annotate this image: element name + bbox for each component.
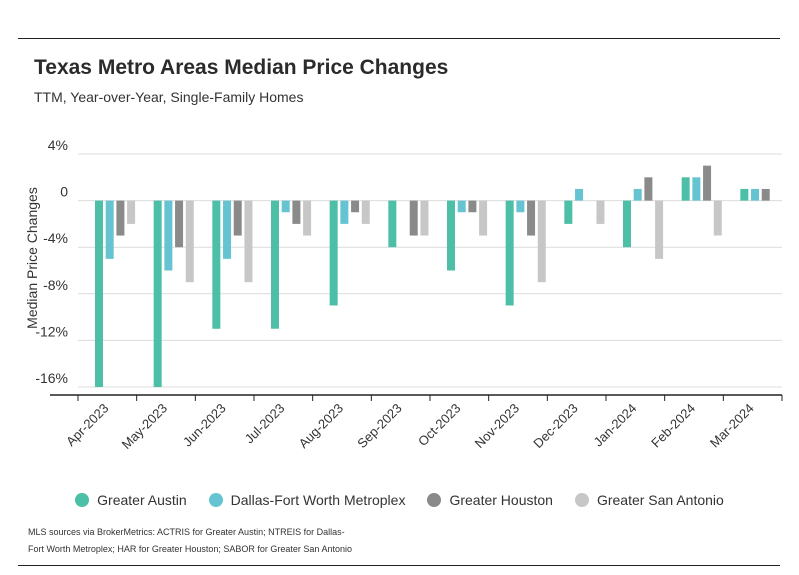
- bar: [740, 188, 749, 201]
- bar: [703, 165, 712, 201]
- bar: [655, 200, 664, 259]
- legend-item: Dallas-Fort Worth Metroplex: [208, 492, 406, 508]
- bar: [164, 200, 173, 271]
- bottom-rule: [18, 565, 780, 566]
- bar: [575, 188, 584, 201]
- bar: [527, 200, 536, 236]
- legend: Greater Austin Dallas-Fort Worth Metrople…: [0, 492, 799, 508]
- bar: [751, 188, 760, 201]
- x-tick-label: May-2023: [119, 401, 170, 452]
- x-tick-label: Jan-2024: [591, 401, 640, 450]
- bar: [153, 200, 162, 387]
- legend-swatch: [208, 493, 223, 507]
- bar: [95, 200, 103, 387]
- y-tick-label: -8%: [43, 277, 68, 293]
- bar: [361, 200, 370, 224]
- bar: [233, 200, 242, 236]
- bar: [468, 200, 477, 213]
- chart-subtitle: TTM, Year-over-Year, Single-Family Homes: [34, 89, 304, 105]
- x-tick-label: Nov-2023: [472, 401, 522, 451]
- x-tick-label: Feb-2024: [648, 401, 698, 451]
- legend-label: Greater San Antonio: [596, 492, 724, 508]
- x-tick-label: Mar-2024: [707, 401, 757, 451]
- bar: [564, 200, 573, 224]
- x-tick-label: Jul-2023: [242, 401, 288, 447]
- y-tick-label: -4%: [43, 230, 68, 246]
- legend-swatch: [574, 493, 589, 507]
- x-tick-label: Dec-2023: [530, 401, 580, 451]
- bar: [644, 177, 653, 201]
- bar: [457, 200, 466, 213]
- x-tick-label: Aug-2023: [296, 401, 346, 451]
- bar: [351, 200, 360, 213]
- bar: [303, 200, 312, 236]
- bar: [633, 188, 642, 201]
- y-tick-label: 0: [60, 184, 68, 200]
- bar: [692, 177, 701, 201]
- bar: [223, 200, 232, 259]
- bar: [420, 200, 429, 236]
- bar: [761, 188, 770, 201]
- y-tick-label: -12%: [35, 323, 68, 339]
- bar: [409, 200, 418, 236]
- bar: [713, 200, 722, 236]
- legend-item: Greater Houston: [427, 492, 553, 508]
- bar-chart: 4% 0 -4% -8% -12% -16% Median Price Changes Apr…: [24, 137, 783, 452]
- legend-item: Greater San Antonio: [574, 492, 724, 508]
- bar: [681, 177, 690, 201]
- x-tick-label: Apr-2023: [63, 401, 111, 449]
- legend-item: Greater Austin: [75, 492, 187, 508]
- bar: [292, 200, 301, 224]
- bar: [185, 200, 194, 283]
- bar: [479, 200, 488, 236]
- x-tick-label: Oct-2023: [415, 401, 463, 449]
- legend-label: Greater Houston: [449, 492, 553, 508]
- legend-label: Dallas-Fort Worth Metroplex: [230, 492, 406, 508]
- bar: [505, 200, 514, 306]
- y-axis-label: Median Price Changes: [24, 187, 40, 329]
- bar: [175, 200, 184, 248]
- bar: [244, 200, 253, 283]
- bar: [116, 200, 125, 236]
- bar: [447, 200, 455, 271]
- y-tick-label: 4%: [48, 137, 68, 153]
- x-tick-label: Sep-2023: [354, 401, 404, 451]
- y-tick-label: -16%: [35, 370, 68, 386]
- legend-swatch: [75, 493, 90, 507]
- bar: [212, 200, 221, 329]
- x-tick-label: Jun-2023: [180, 401, 229, 450]
- chart-title: Texas Metro Areas Median Price Changes: [34, 56, 449, 79]
- source-note: MLS sources via BrokerMetrics: ACTRIS fo…: [28, 527, 352, 554]
- bar: [329, 200, 338, 306]
- bar: [596, 200, 605, 224]
- bar: [623, 200, 631, 248]
- bar: [516, 200, 525, 213]
- top-rule: [18, 38, 780, 39]
- bar: [105, 200, 114, 259]
- bar: [340, 200, 349, 224]
- legend-label: Greater Austin: [97, 492, 187, 508]
- bar: [388, 200, 397, 248]
- bar: [281, 200, 290, 213]
- bar: [127, 200, 136, 224]
- bar: [271, 200, 279, 329]
- legend-swatch: [427, 493, 442, 507]
- bar: [537, 200, 546, 283]
